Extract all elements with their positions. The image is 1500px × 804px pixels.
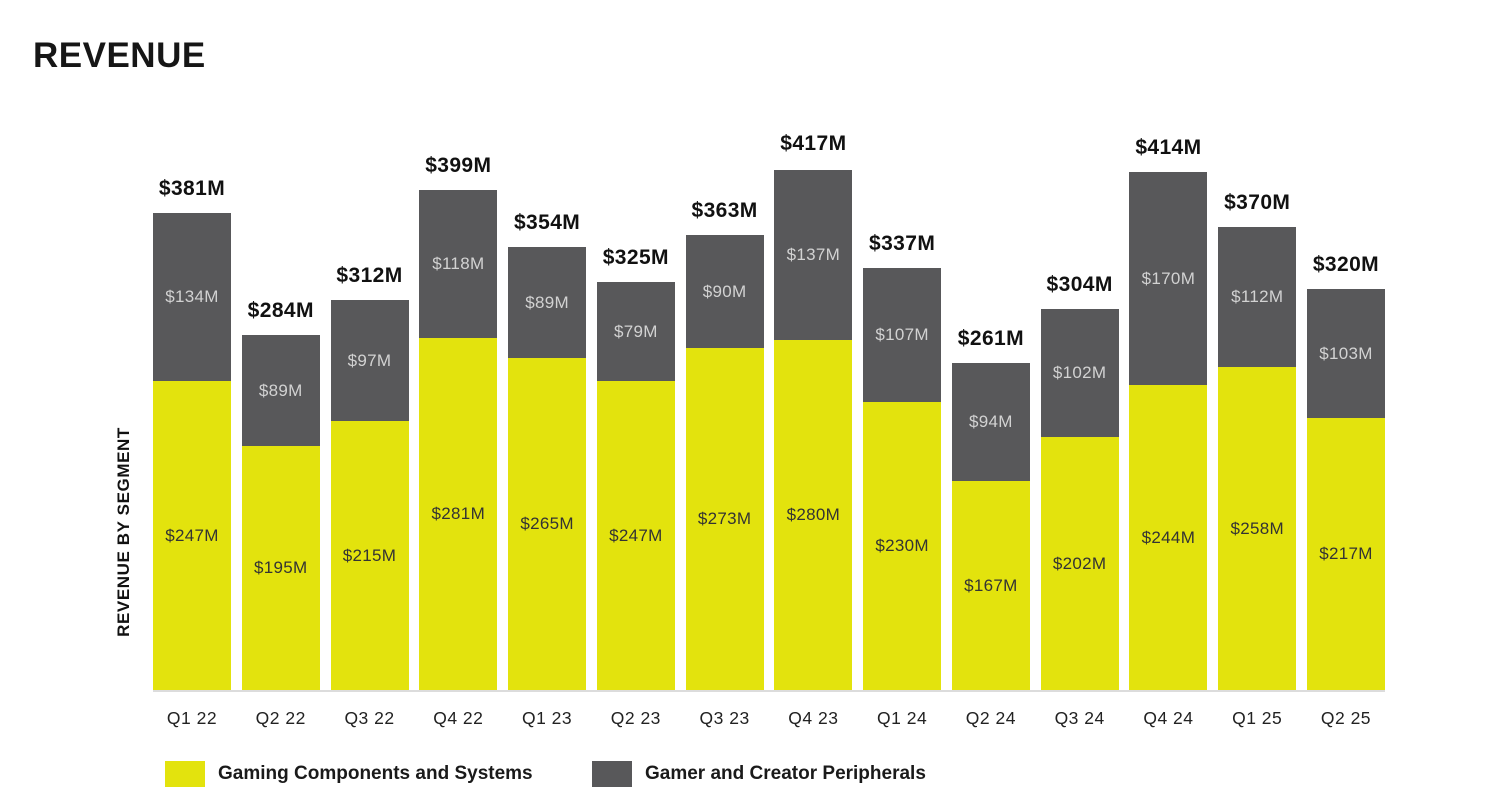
segment-gamer-creator-peripherals: $103M xyxy=(1306,289,1385,418)
bar-total-label: $284M xyxy=(247,299,314,322)
segment-gaming-components-systems: $258M xyxy=(1218,367,1297,690)
segment-gamer-creator-peripherals: $89M xyxy=(241,335,320,446)
segment-gamer-creator-peripherals: $137M xyxy=(774,170,853,341)
segment-gamer-creator-peripherals: $112M xyxy=(1218,227,1297,367)
bar-q4-24: $414M $170M $244M Q4 24 xyxy=(1129,136,1208,728)
x-axis-tick-label: Q3 22 xyxy=(344,708,395,728)
segment-gaming-components-systems: $202M xyxy=(1040,437,1119,690)
segment-gamer-creator-peripherals: $90M xyxy=(685,235,764,348)
segment-gamer-creator-peripherals: $102M xyxy=(1040,309,1119,437)
legend-swatch-yellow xyxy=(165,761,205,787)
segment-gaming-components-systems: $244M xyxy=(1129,385,1208,690)
x-axis-tick-label: Q4 23 xyxy=(788,708,839,728)
bar-total-label: $312M xyxy=(336,264,403,287)
x-axis-tick-label: Q3 24 xyxy=(1054,708,1105,728)
x-axis-tick-label: Q1 25 xyxy=(1232,708,1283,728)
segment-gaming-components-systems: $195M xyxy=(241,446,320,690)
bar-q4-22: $399M $118M $281M Q4 22 xyxy=(419,154,498,728)
x-axis-tick-label: Q2 22 xyxy=(255,708,306,728)
segment-gaming-components-systems: $215M xyxy=(330,421,409,690)
segment-gaming-components-systems: $281M xyxy=(419,338,498,690)
legend-item-gaming-components: Gaming Components and Systems xyxy=(165,761,533,787)
segment-gaming-components-systems: $230M xyxy=(863,402,942,690)
segment-gamer-creator-peripherals: $118M xyxy=(419,190,498,338)
bar-q3-22: $312M $97M $215M Q3 22 xyxy=(330,170,409,728)
segment-gamer-creator-peripherals: $134M xyxy=(153,213,231,381)
bar-total-label: $325M xyxy=(602,246,669,269)
legend-label-gamer-creator: Gamer and Creator Peripherals xyxy=(645,763,926,784)
bar-total-label: $363M xyxy=(691,199,758,222)
segment-gamer-creator-peripherals: $89M xyxy=(508,247,587,358)
bar-total-label: $320M xyxy=(1312,253,1380,276)
segment-gamer-creator-peripherals: $97M xyxy=(330,300,409,421)
bar-total-label: $370M xyxy=(1224,191,1291,214)
bar-q2-22: $284M $89M $195M Q2 22 xyxy=(241,170,320,728)
segment-gaming-components-systems: $273M xyxy=(685,348,764,690)
segment-gamer-creator-peripherals: $94M xyxy=(951,363,1030,481)
bar-q1-25: $370M $112M $258M Q1 25 xyxy=(1218,170,1297,728)
y-axis-label: REVENUE BY SEGMENT xyxy=(114,427,133,637)
x-axis-tick-label: Q3 23 xyxy=(699,708,750,728)
bar-total-label: $417M xyxy=(780,132,847,155)
legend-item-gamer-creator: Gamer and Creator Peripherals xyxy=(592,761,926,787)
legend-swatch-gray xyxy=(592,761,632,787)
segment-gamer-creator-peripherals: $170M xyxy=(1129,172,1208,385)
page-title: REVENUE xyxy=(33,36,206,75)
bar-q2-25: $320M $103M $217M Q2 25 xyxy=(1306,170,1385,728)
x-axis-tick-label: Q4 24 xyxy=(1143,708,1194,728)
bar-q4-23: $417M $137M $280M Q4 23 xyxy=(774,132,853,728)
bar-q2-23: $325M $79M $247M Q2 23 xyxy=(596,170,675,728)
bar-total-label: $261M xyxy=(957,327,1024,350)
plot-area: $381M $134M $247M Q1 22 $284M $89M $195M Q2 22 $… xyxy=(153,132,1385,728)
segment-gaming-components-systems: $280M xyxy=(774,340,853,690)
x-axis-tick-label: Q1 23 xyxy=(521,708,573,728)
segment-gaming-components-systems: $265M xyxy=(508,358,587,690)
x-axis-tick-label: Q4 22 xyxy=(433,708,484,728)
segment-gaming-components-systems: $247M xyxy=(153,381,231,690)
bar-total-label: $399M xyxy=(425,154,492,177)
bar-total-label: $304M xyxy=(1046,273,1113,296)
bar-total-label: $414M xyxy=(1135,136,1202,159)
bar-q3-23: $363M $90M $273M Q3 23 xyxy=(685,170,764,728)
bar-q3-24: $304M $102M $202M Q3 24 xyxy=(1040,170,1119,728)
bar-q2-24: $261M $94M $167M Q2 24 xyxy=(951,170,1030,728)
x-axis-tick-label: Q2 24 xyxy=(965,708,1016,728)
bar-total-label: $381M xyxy=(158,177,226,200)
legend-label-gaming-components: Gaming Components and Systems xyxy=(218,763,533,784)
bar-q1-24: $337M $107M $230M Q1 24 xyxy=(863,170,942,728)
bar-q1-23: $354M $89M $265M Q1 23 xyxy=(508,170,587,728)
segment-gaming-components-systems: $167M xyxy=(951,481,1030,690)
segment-gaming-components-systems: $247M xyxy=(596,381,675,690)
segment-gamer-creator-peripherals: $79M xyxy=(596,282,675,381)
x-axis-tick-label: Q1 24 xyxy=(877,708,928,728)
bar-q1-22: $381M $134M $247M Q1 22 xyxy=(153,170,231,728)
x-axis-tick-label: Q1 22 xyxy=(166,708,218,728)
x-axis-tick-label: Q2 23 xyxy=(610,708,661,728)
segment-gaming-components-systems: $217M xyxy=(1306,418,1385,690)
bar-total-label: $337M xyxy=(869,232,936,255)
x-axis-tick-label: Q2 25 xyxy=(1320,708,1372,728)
segment-gamer-creator-peripherals: $107M xyxy=(863,268,942,402)
bar-total-label: $354M xyxy=(513,211,581,234)
